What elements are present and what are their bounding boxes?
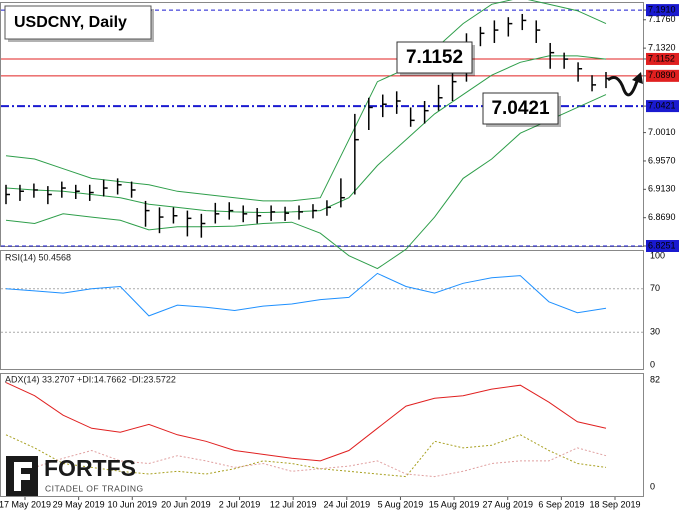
- y-tick-label: 6.8251: [648, 240, 676, 250]
- y-tick-label: 82: [650, 374, 660, 384]
- y-tick-label: 7.0010: [648, 127, 676, 137]
- x-tick-label: 2 Jul 2019: [219, 499, 261, 509]
- panel-frames: [0, 2, 644, 497]
- x-tick-label: 10 Jun 2019: [107, 499, 157, 509]
- y-tick-label: 6.9570: [648, 155, 676, 165]
- indicator-line: [5, 447, 607, 478]
- price-panel: [0, 2, 644, 247]
- tick-highlight: [646, 100, 679, 113]
- projection-arrow: [607, 76, 640, 97]
- callout-text: 7.1152: [406, 47, 463, 68]
- indicator-line: [5, 0, 607, 202]
- logo-glyph: [14, 462, 32, 491]
- x-tick-label: 5 Aug 2019: [378, 499, 424, 509]
- y-tick-label: 7.0421: [648, 100, 676, 110]
- indicator-line: [5, 382, 607, 462]
- x-tick-label: 20 Jun 2019: [161, 499, 211, 509]
- title-box: USDCNY, Daily: [4, 5, 154, 42]
- x-tick-label: 17 May 2019: [0, 499, 51, 509]
- y-tick-label: 6.9130: [648, 184, 676, 194]
- arrow-head: [632, 72, 643, 84]
- x-tick-label: 18 Sep 2019: [589, 499, 640, 509]
- callout-1: 7.1152: [396, 41, 475, 76]
- y-tick-label: 7.1152: [648, 53, 675, 63]
- brand-tagline: CITADEL OF TRADING: [45, 483, 144, 493]
- indicator-line: [5, 94, 607, 270]
- y-tick-label: 7.1910: [648, 4, 676, 14]
- tick-highlight: [646, 4, 679, 17]
- callout-text: 7.0421: [491, 98, 550, 119]
- callout-frame: [482, 92, 559, 125]
- y-tick-label: 7.1760: [648, 14, 676, 24]
- x-tick-label: 6 Sep 2019: [538, 499, 584, 509]
- y-tick-label: 70: [650, 283, 660, 293]
- y-tick-label: 7.1320: [648, 43, 676, 53]
- x-tick-label: 15 Aug 2019: [429, 499, 480, 509]
- tick-highlight: [646, 52, 679, 65]
- y-tick-label: 100: [650, 250, 665, 260]
- x-tick-label: 29 May 2019: [53, 499, 105, 509]
- chart-title: USDCNY, Daily: [14, 14, 127, 31]
- indicator-line: [5, 434, 607, 478]
- callout-2: 7.0421: [482, 92, 561, 127]
- panel-label: ADX(14) 33.2707 +DI:14.7662 -DI:23.5722: [5, 374, 176, 384]
- x-tick-label: 24 Jul 2019: [324, 499, 371, 509]
- logo: FORTFS CITADEL OF TRADING: [6, 455, 144, 496]
- y-tick-label: 7.0890: [648, 70, 676, 80]
- rsi-panel: [0, 250, 644, 370]
- indicator-line: [5, 272, 607, 317]
- y-tick-label: 0: [650, 481, 655, 491]
- y-tick-label: 0: [650, 359, 655, 369]
- tick-highlight: [646, 69, 679, 82]
- adx-panel: [0, 373, 644, 497]
- tick-highlight: [646, 240, 679, 252]
- y-tick-label: 6.8690: [648, 212, 676, 222]
- y-tick-label: 30: [650, 327, 660, 337]
- x-tick-label: 27 Aug 2019: [482, 499, 533, 509]
- x-tick-label: 12 Jul 2019: [270, 499, 317, 509]
- brand-name: FORTFS: [44, 455, 136, 481]
- title-frame: [4, 5, 152, 40]
- indicator-line: [5, 55, 607, 214]
- callout-frame: [396, 41, 473, 74]
- panel-label: RSI(14) 50.4568: [5, 252, 71, 262]
